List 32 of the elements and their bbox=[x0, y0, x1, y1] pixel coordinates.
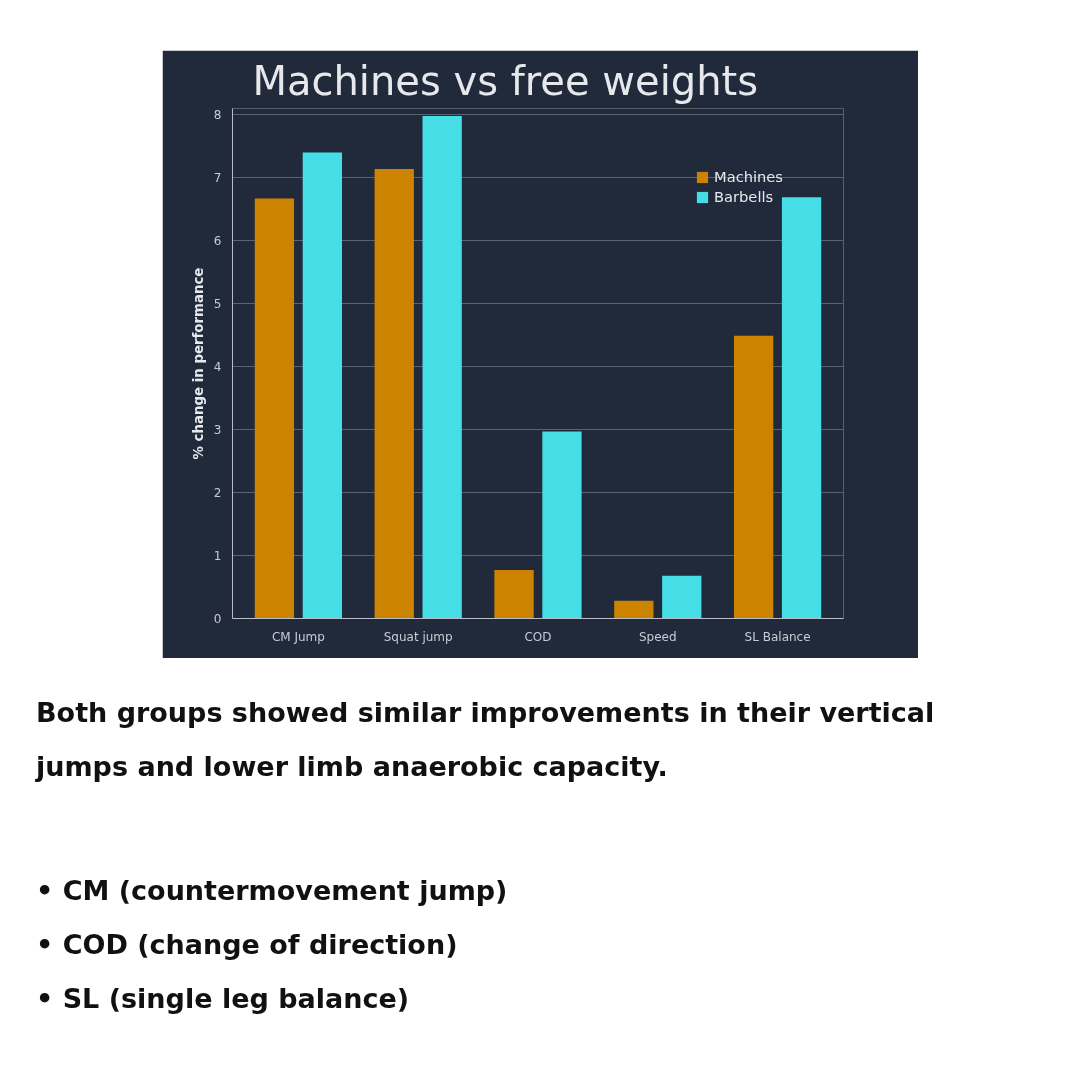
bar bbox=[302, 152, 342, 619]
text: • SL (single leg balance) bbox=[36, 982, 411, 1016]
bar bbox=[254, 198, 295, 619]
y-tick-label: 2 bbox=[213, 486, 222, 501]
x-tick-label: Speed bbox=[639, 629, 677, 644]
y-tick-label: 4 bbox=[213, 360, 222, 375]
bar bbox=[494, 570, 534, 619]
y-tick-label: 6 bbox=[213, 234, 222, 249]
y-tick-label: 0 bbox=[213, 612, 222, 626]
y-tick-label: 1 bbox=[213, 549, 222, 564]
text: • COD (change of direction) bbox=[36, 928, 459, 962]
y-tick-label: 5 bbox=[213, 297, 222, 312]
y-tick-label: 8 bbox=[213, 108, 222, 123]
legend-label: Machines bbox=[714, 168, 783, 185]
text: • CM (countermovement jump) bbox=[36, 874, 509, 908]
x-tick-label: Squat jump bbox=[383, 629, 453, 644]
bar bbox=[781, 197, 822, 619]
bar bbox=[614, 600, 654, 619]
bar bbox=[542, 431, 582, 619]
y-axis-title: % change in performance bbox=[190, 267, 206, 460]
y-tick-label: 3 bbox=[213, 423, 222, 438]
x-tick-label: SL Balance bbox=[744, 629, 811, 644]
text: Both groups showed similar improvements in their vertical jumps and lower limb anaerobic capacity. bbox=[36, 696, 936, 784]
bar bbox=[734, 335, 774, 619]
bar bbox=[662, 575, 702, 619]
x-tick-label: CM Jump bbox=[271, 629, 325, 644]
x-tick-label: COD bbox=[524, 629, 552, 644]
bar bbox=[422, 116, 462, 619]
chart-title: Machines vs free weights bbox=[252, 57, 759, 104]
bar bbox=[374, 168, 414, 619]
y-tick-label: 7 bbox=[213, 171, 222, 186]
legend-label: Barbells bbox=[714, 188, 774, 205]
